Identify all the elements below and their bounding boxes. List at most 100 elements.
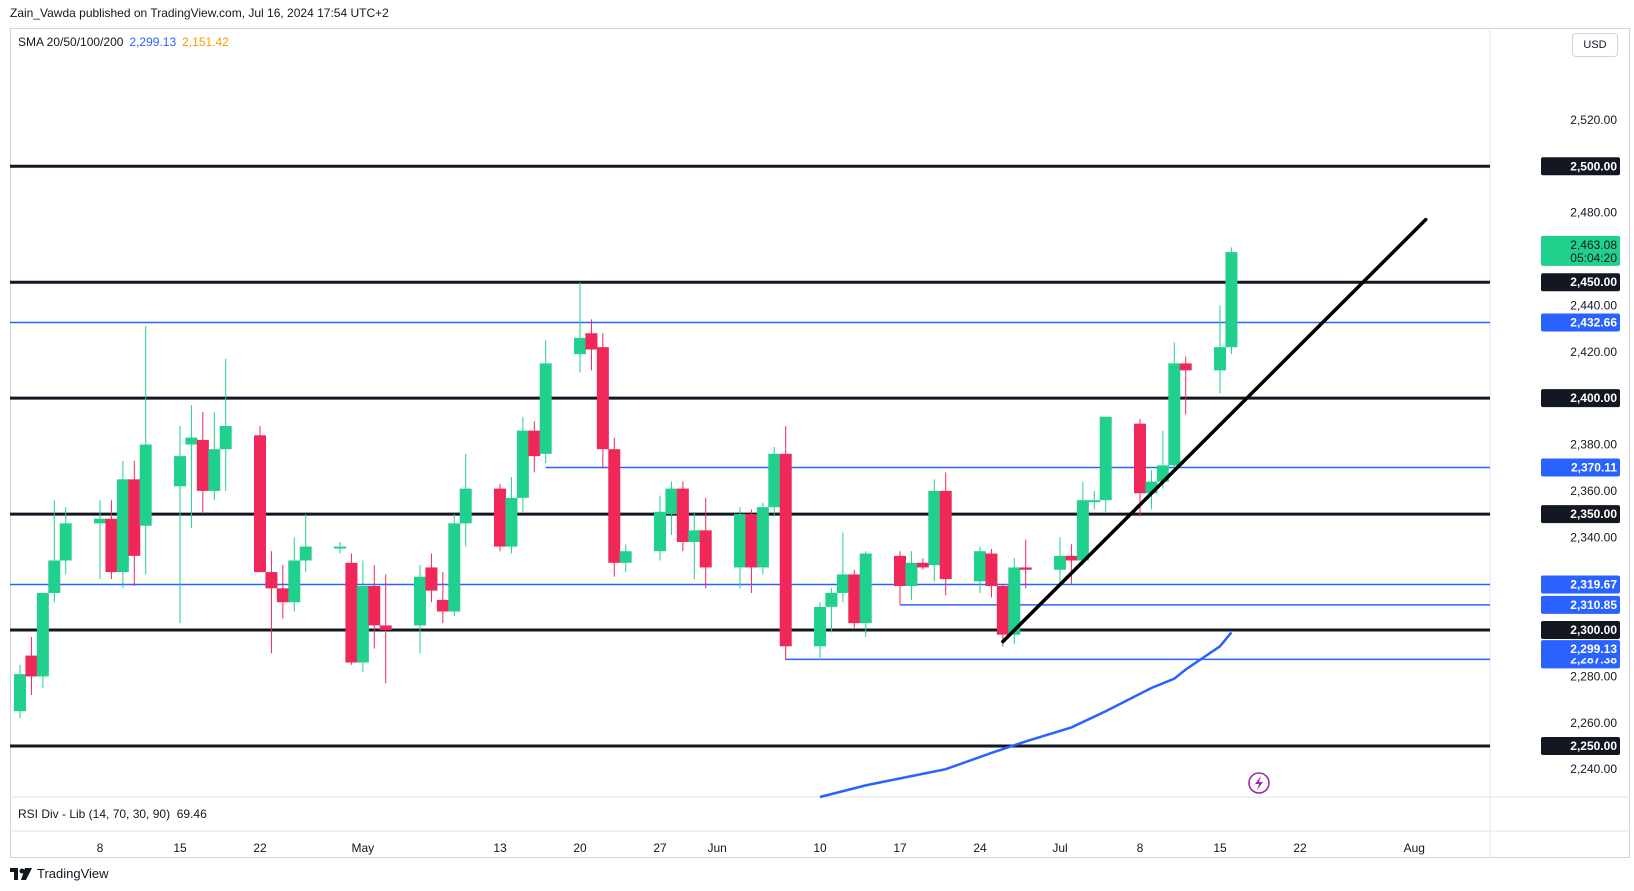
svg-text:2,400.00: 2,400.00 (1570, 391, 1617, 405)
candle-jun-26[interactable] (996, 583, 1009, 647)
x-tick-label: 22 (1293, 841, 1307, 855)
candle-apr-12[interactable] (139, 326, 152, 575)
tradingview-brand[interactable]: TradingView (10, 866, 109, 881)
candle-jun-7[interactable] (779, 426, 792, 661)
rsi-legend[interactable]: RSI Div - Lib (14, 70, 30, 90) 69.46 (18, 807, 207, 821)
candle-apr-24[interactable] (276, 565, 289, 619)
candle-apr-2[interactable] (25, 637, 38, 695)
candle-may-22[interactable] (596, 333, 609, 468)
candle-apr-8[interactable] (94, 500, 106, 580)
candle-may-20[interactable] (574, 282, 586, 373)
candle-may-24[interactable] (619, 544, 632, 573)
candle-jul-12[interactable] (1179, 356, 1192, 415)
x-tick-label: 10 (813, 841, 827, 855)
ascending-trendline[interactable] (1001, 217, 1428, 644)
candle-may-21[interactable] (585, 319, 598, 371)
candle-apr-25[interactable] (288, 537, 301, 612)
candle-jul-2[interactable] (1065, 544, 1078, 584)
candle-may-30[interactable] (688, 511, 701, 580)
candle-jun-6[interactable] (768, 446, 781, 517)
candle-apr-19[interactable] (219, 358, 232, 491)
candle-may-14[interactable] (505, 477, 518, 554)
candle-jun-19[interactable] (916, 558, 929, 570)
candle-apr-29[interactable] (334, 541, 346, 554)
candle-jun-28[interactable] (1019, 539, 1032, 589)
candle-apr-26[interactable] (299, 514, 312, 573)
candle-jun-4[interactable] (745, 509, 758, 593)
candle-apr-10[interactable] (116, 460, 129, 589)
candle-may-31[interactable] (699, 497, 712, 589)
candle-may-3[interactable] (379, 574, 392, 684)
svg-text:2,432.66: 2,432.66 (1570, 315, 1617, 329)
candle-jun-5[interactable] (756, 502, 769, 575)
candle-may-1[interactable] (356, 560, 369, 672)
y-tick-label: 2,260.00 (1570, 716, 1617, 730)
candle-jun-24[interactable] (974, 546, 986, 593)
sma-line[interactable] (819, 631, 1233, 799)
candle-jun-12[interactable] (836, 532, 849, 603)
candle-jul-8[interactable] (1134, 419, 1146, 517)
x-tick-label: 13 (493, 841, 507, 855)
candle-jun-13[interactable] (848, 569, 861, 628)
tradingview-logo-icon (10, 867, 32, 880)
x-tick-label: May (352, 841, 375, 855)
candle-may-28[interactable] (665, 481, 678, 535)
candle-may-16[interactable] (528, 421, 541, 473)
candle-jul-9[interactable] (1145, 470, 1158, 510)
candle-may-9[interactable] (448, 514, 461, 617)
x-tick-label: 17 (893, 841, 907, 855)
candle-jun-17[interactable] (894, 551, 906, 605)
currency-button[interactable]: USD (1572, 33, 1618, 57)
candle-jun-3[interactable] (734, 507, 746, 589)
candle-apr-1[interactable] (14, 664, 26, 719)
candle-jun-14[interactable] (859, 551, 872, 638)
candle-jun-10[interactable] (814, 602, 826, 661)
candle-may-8[interactable] (436, 572, 449, 624)
sma-legend[interactable]: SMA 20/50/100/200 2,299.13 2,151.42 (18, 35, 229, 49)
candle-apr-5[interactable] (59, 507, 72, 575)
candle-jul-1[interactable] (1054, 537, 1066, 586)
lightning-icon[interactable] (1248, 772, 1270, 794)
x-tick-label: Jun (707, 841, 726, 855)
candle-may-29[interactable] (676, 481, 689, 552)
candle-apr-23[interactable] (265, 551, 278, 654)
candle-may-13[interactable] (494, 483, 506, 552)
candle-jun-25[interactable] (985, 548, 998, 598)
candle-jul-16[interactable] (1225, 247, 1238, 355)
candle-may-7[interactable] (425, 553, 438, 603)
candle-apr-18[interactable] (208, 412, 221, 501)
support-label-2-319-67: 2,319.67 (1541, 575, 1620, 594)
candle-apr-9[interactable] (105, 500, 118, 580)
svg-text:2,300.00: 2,300.00 (1570, 623, 1617, 637)
candle-apr-15[interactable] (174, 426, 186, 624)
candle-apr-16[interactable] (185, 405, 198, 529)
support-label-2-370-11: 2,370.11 (1541, 458, 1620, 477)
candle-jul-11[interactable] (1168, 342, 1181, 468)
candle-jun-20[interactable] (928, 479, 941, 582)
candle-apr-11[interactable] (128, 460, 141, 586)
level-label-2-500-00: 2,500.00 (1541, 157, 1620, 176)
candle-may-17[interactable] (539, 340, 552, 464)
candle-may-10[interactable] (459, 453, 472, 547)
candle-may-27[interactable] (654, 495, 666, 561)
candle-jun-21[interactable] (939, 472, 952, 596)
candle-may-2[interactable] (368, 565, 381, 649)
x-tick-label: 15 (173, 841, 187, 855)
y-tick-label: 2,240.00 (1570, 762, 1617, 776)
candle-apr-3[interactable] (36, 592, 49, 689)
candle-apr-17[interactable] (196, 412, 209, 515)
x-tick-label: 27 (653, 841, 667, 855)
candle-jun-18[interactable] (905, 551, 918, 600)
candle-apr-22[interactable] (254, 426, 266, 573)
candle-may-15[interactable] (516, 416, 529, 512)
candle-may-6[interactable] (414, 565, 426, 654)
candle-jul-5[interactable] (1099, 416, 1112, 512)
candle-apr-4[interactable] (48, 500, 61, 603)
candle-jul-15[interactable] (1214, 305, 1226, 394)
candle-jul-4[interactable] (1088, 490, 1101, 510)
candle-jul-3[interactable] (1076, 481, 1089, 566)
candle-apr-30[interactable] (345, 553, 358, 665)
candle-may-23[interactable] (608, 437, 621, 577)
candle-jun-11[interactable] (825, 588, 838, 633)
